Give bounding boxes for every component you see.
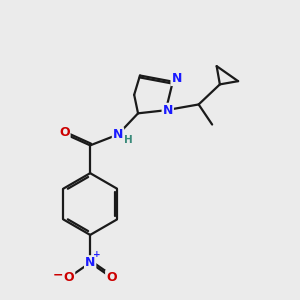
Text: O: O xyxy=(106,271,117,284)
Text: −: − xyxy=(53,269,63,282)
Text: O: O xyxy=(59,126,70,139)
Text: O: O xyxy=(64,271,74,284)
Text: N: N xyxy=(85,256,95,269)
Text: H: H xyxy=(124,135,133,145)
Text: +: + xyxy=(93,250,101,260)
Text: N: N xyxy=(163,104,173,117)
Text: N: N xyxy=(113,128,123,141)
Text: N: N xyxy=(171,72,182,85)
